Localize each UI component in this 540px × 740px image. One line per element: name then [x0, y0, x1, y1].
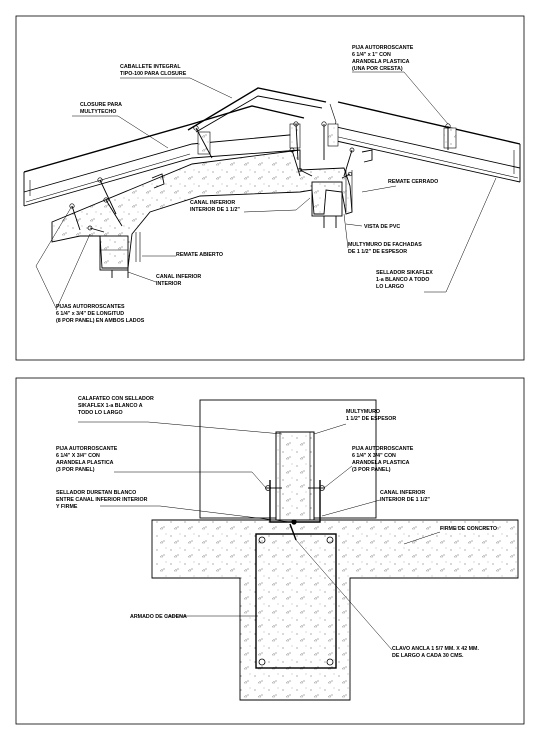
- top-detail-frame: [15, 15, 525, 361]
- label-pija-top-1: PIJA AUTORROSCANTE: [352, 45, 414, 51]
- label-pijas-3: (8 POR PANEL) EN AMBOS LADOS: [56, 318, 145, 324]
- top-screws: [69, 121, 451, 233]
- label-pija-l-3: ARANDELA PLASTICA: [56, 460, 114, 466]
- bottom-detail-frame: [15, 377, 525, 725]
- label-canal-ext-2: INTERIOR DE 1 1/2": [190, 207, 240, 213]
- bottom-labels: CALAFATEO CON SELLADOR SIKAFLEX 1-a BLAN…: [56, 396, 497, 659]
- roof-panels: [23, 87, 521, 207]
- armado-de-cadena: [255, 533, 337, 669]
- label-sellador-2: ENTRE CANAL INFERIOR INTERIOR: [56, 497, 148, 503]
- top-labels: CABALLETE INTEGRAL TIPO-100 PARA CLOSURE…: [56, 45, 438, 324]
- label-remate-abierto: REMATE ABIERTO: [176, 252, 223, 258]
- multymuro-panel: [269, 431, 321, 523]
- label-vista-pvc: VISTA DE PVC: [364, 224, 400, 230]
- label-pija-r-3: ARANDELA PLASTICA: [352, 460, 410, 466]
- label-pija-top-3: ARANDELA PLASTICA: [352, 59, 410, 65]
- label-canal-2: INTERIOR DE 1 1/2": [380, 497, 430, 503]
- label-pija-r-1: PIJA AUTORROSCANTE: [352, 446, 414, 452]
- label-sellador-1: SELLADOR DURETAN BLANCO: [56, 490, 136, 496]
- closure-blocks: [197, 123, 457, 155]
- label-calafateo-1: CALAFATEO CON SELLADOR: [78, 396, 154, 402]
- label-caballete-2: TIPO-100 PARA CLOSURE: [120, 71, 187, 77]
- label-caballete-1: CABALLETE INTEGRAL: [120, 64, 181, 70]
- label-pija-l-1: PIJA AUTORROSCANTE: [56, 446, 118, 452]
- label-pija-top-4: (UNA POR CRESTA): [352, 66, 403, 72]
- label-closure-2: MULTYTECHO: [80, 109, 116, 115]
- label-sellador-3: LO LARGO: [376, 284, 404, 290]
- label-armado: ARMADO DE CADENA: [130, 614, 187, 620]
- label-pijas-1: PIJAS AUTORROSCANTES: [56, 304, 125, 310]
- label-pija-l-2: 6 1/4" X 3/4" CON: [56, 453, 100, 459]
- clavo-ancla: [289, 523, 297, 541]
- label-closure-1: CLOSURE PARA: [80, 102, 122, 108]
- slab-and-beam: [151, 519, 519, 701]
- top-leaders: [35, 71, 497, 311]
- label-multymuro-2: DE 1 1/2" DE ESPESOR: [348, 249, 407, 255]
- label-sellador-2: 1-a BLANCO A TODO: [376, 277, 429, 283]
- remate-hook-right: [361, 149, 373, 163]
- left-wall-channel: [99, 232, 141, 278]
- label-clavo-1: CLAVO ANCLA 1 5/7 MM. X 42 MM.: [392, 646, 479, 652]
- label-sellador-1: SELLADOR SIKAFLEX: [376, 270, 433, 276]
- bottom-leaders: [78, 421, 441, 651]
- label-sellador-3: Y FIRME: [56, 504, 78, 510]
- label-canal-int-2: INTERIOR: [156, 281, 181, 287]
- label-multymuro-2: 1 1/2" DE ESPESOR: [346, 416, 396, 422]
- label-clavo-2: DE LARGO A CADA 30 CMS.: [392, 653, 464, 659]
- right-wall-channel: [311, 170, 353, 228]
- label-canal-1: CANAL INFERIOR: [380, 490, 425, 496]
- top-detail: CABALLETE INTEGRAL TIPO-100 PARA CLOSURE…: [15, 15, 525, 361]
- bottom-screws: [265, 485, 325, 525]
- bottom-detail: CALAFATEO CON SELLADOR SIKAFLEX 1-a BLAN…: [15, 377, 525, 725]
- label-canal-ext-1: CANAL INFERIOR: [190, 200, 235, 206]
- remate-hook-left: [151, 173, 165, 189]
- top-concrete: [51, 149, 353, 269]
- label-calafateo-3: TODO LO LARGO: [78, 410, 123, 416]
- label-pija-top-2: 6 1/4" x 1" CON: [352, 52, 391, 58]
- label-firme: FIRME DE CONCRETO: [440, 526, 497, 532]
- label-multymuro-1: MULTYMURO: [346, 409, 380, 415]
- label-pija-l-4: (3 POR PANEL): [56, 467, 95, 473]
- label-remate-cerrado: REMATE CERRADO: [388, 179, 438, 185]
- label-multymuro-1: MULTYMURO DE FACHADAS: [348, 242, 422, 248]
- label-pija-r-4: (3 POR PANEL): [352, 467, 391, 473]
- label-pijas-2: 6 1/4" x 3/4" DE LONGITUD: [56, 311, 124, 317]
- label-pija-r-2: 6 1/4" X 3/4" CON: [352, 453, 396, 459]
- label-canal-int-1: CANAL INFERIOR: [156, 274, 201, 280]
- label-calafateo-2: SIKAFLEX 1-a BLANCO A: [78, 403, 143, 409]
